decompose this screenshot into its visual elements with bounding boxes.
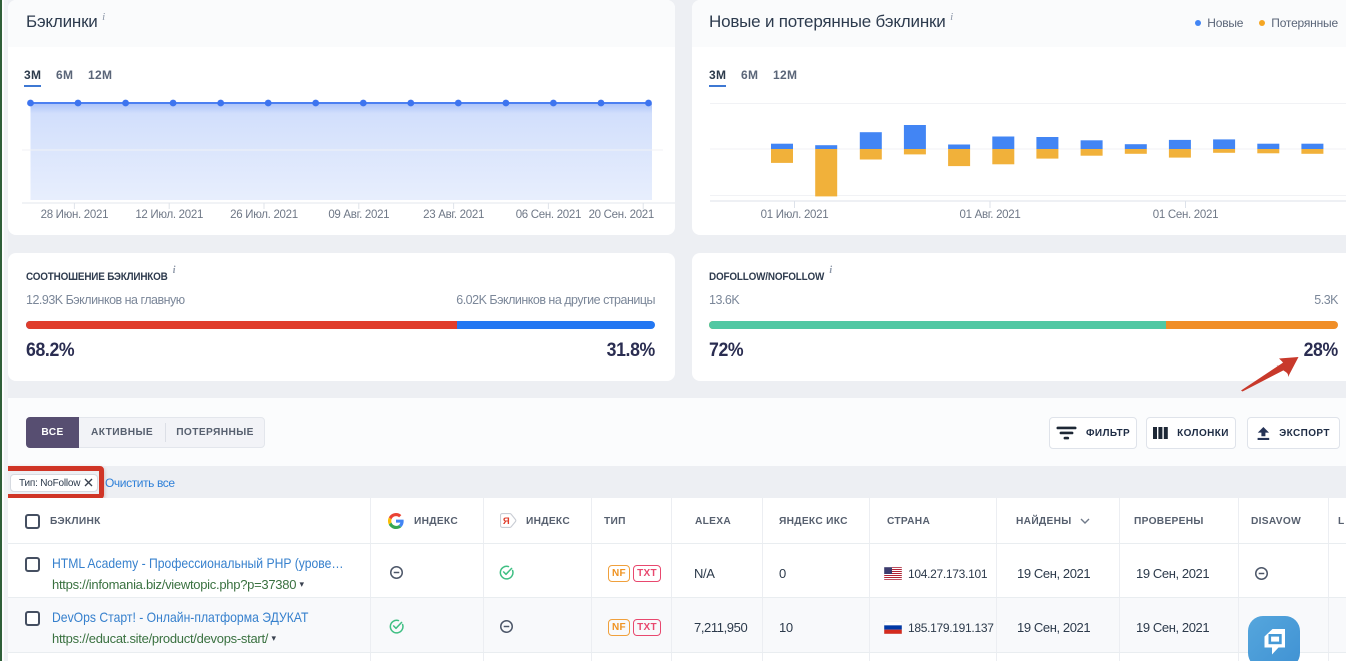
- svg-text:12 Июл. 2021: 12 Июл. 2021: [135, 209, 203, 221]
- svg-text:28 Июн. 2021: 28 Июн. 2021: [41, 209, 109, 221]
- svg-text:01 Авг. 2021: 01 Авг. 2021: [960, 209, 1021, 221]
- svg-text:Я: Я: [503, 516, 510, 527]
- svg-text:20 Сен. 2021: 20 Сен. 2021: [589, 209, 654, 221]
- svg-text:06 Сен. 2021: 06 Сен. 2021: [516, 209, 581, 221]
- svg-text:01 Июл. 2021: 01 Июл. 2021: [761, 209, 829, 221]
- svg-text:09 Авг. 2021: 09 Авг. 2021: [328, 209, 389, 221]
- svg-text:23 Авг. 2021: 23 Авг. 2021: [423, 209, 484, 221]
- svg-text:01 Сен. 2021: 01 Сен. 2021: [1153, 209, 1218, 221]
- svg-text:26 Июл. 2021: 26 Июл. 2021: [230, 209, 298, 221]
